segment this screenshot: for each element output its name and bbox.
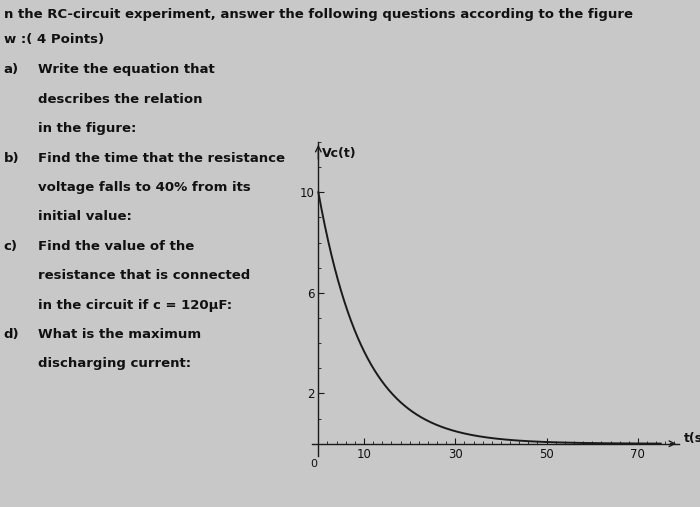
Text: b): b) [4,152,19,165]
Text: in the figure:: in the figure: [38,122,137,135]
Text: w :( 4 Points): w :( 4 Points) [4,33,104,46]
Text: d): d) [4,328,19,341]
Text: Find the value of the: Find the value of the [38,240,195,253]
Text: resistance that is connected: resistance that is connected [38,269,251,282]
Text: t(s): t(s) [684,432,700,445]
Text: Vc(t): Vc(t) [322,147,356,160]
Text: 0: 0 [310,459,317,469]
Text: initial value:: initial value: [38,210,132,224]
Text: a): a) [4,63,19,77]
Text: Write the equation that: Write the equation that [38,63,216,77]
Text: n the RC-circuit experiment, answer the following questions according to the fig: n the RC-circuit experiment, answer the … [4,8,633,21]
Text: in the circuit if c = 120μF:: in the circuit if c = 120μF: [38,299,232,312]
Text: Find the time that the resistance: Find the time that the resistance [38,152,286,165]
Text: describes the relation: describes the relation [38,93,203,106]
Text: What is the maximum: What is the maximum [38,328,202,341]
Text: c): c) [4,240,18,253]
Text: voltage falls to 40% from its: voltage falls to 40% from its [38,181,251,194]
Text: discharging current:: discharging current: [38,357,192,371]
